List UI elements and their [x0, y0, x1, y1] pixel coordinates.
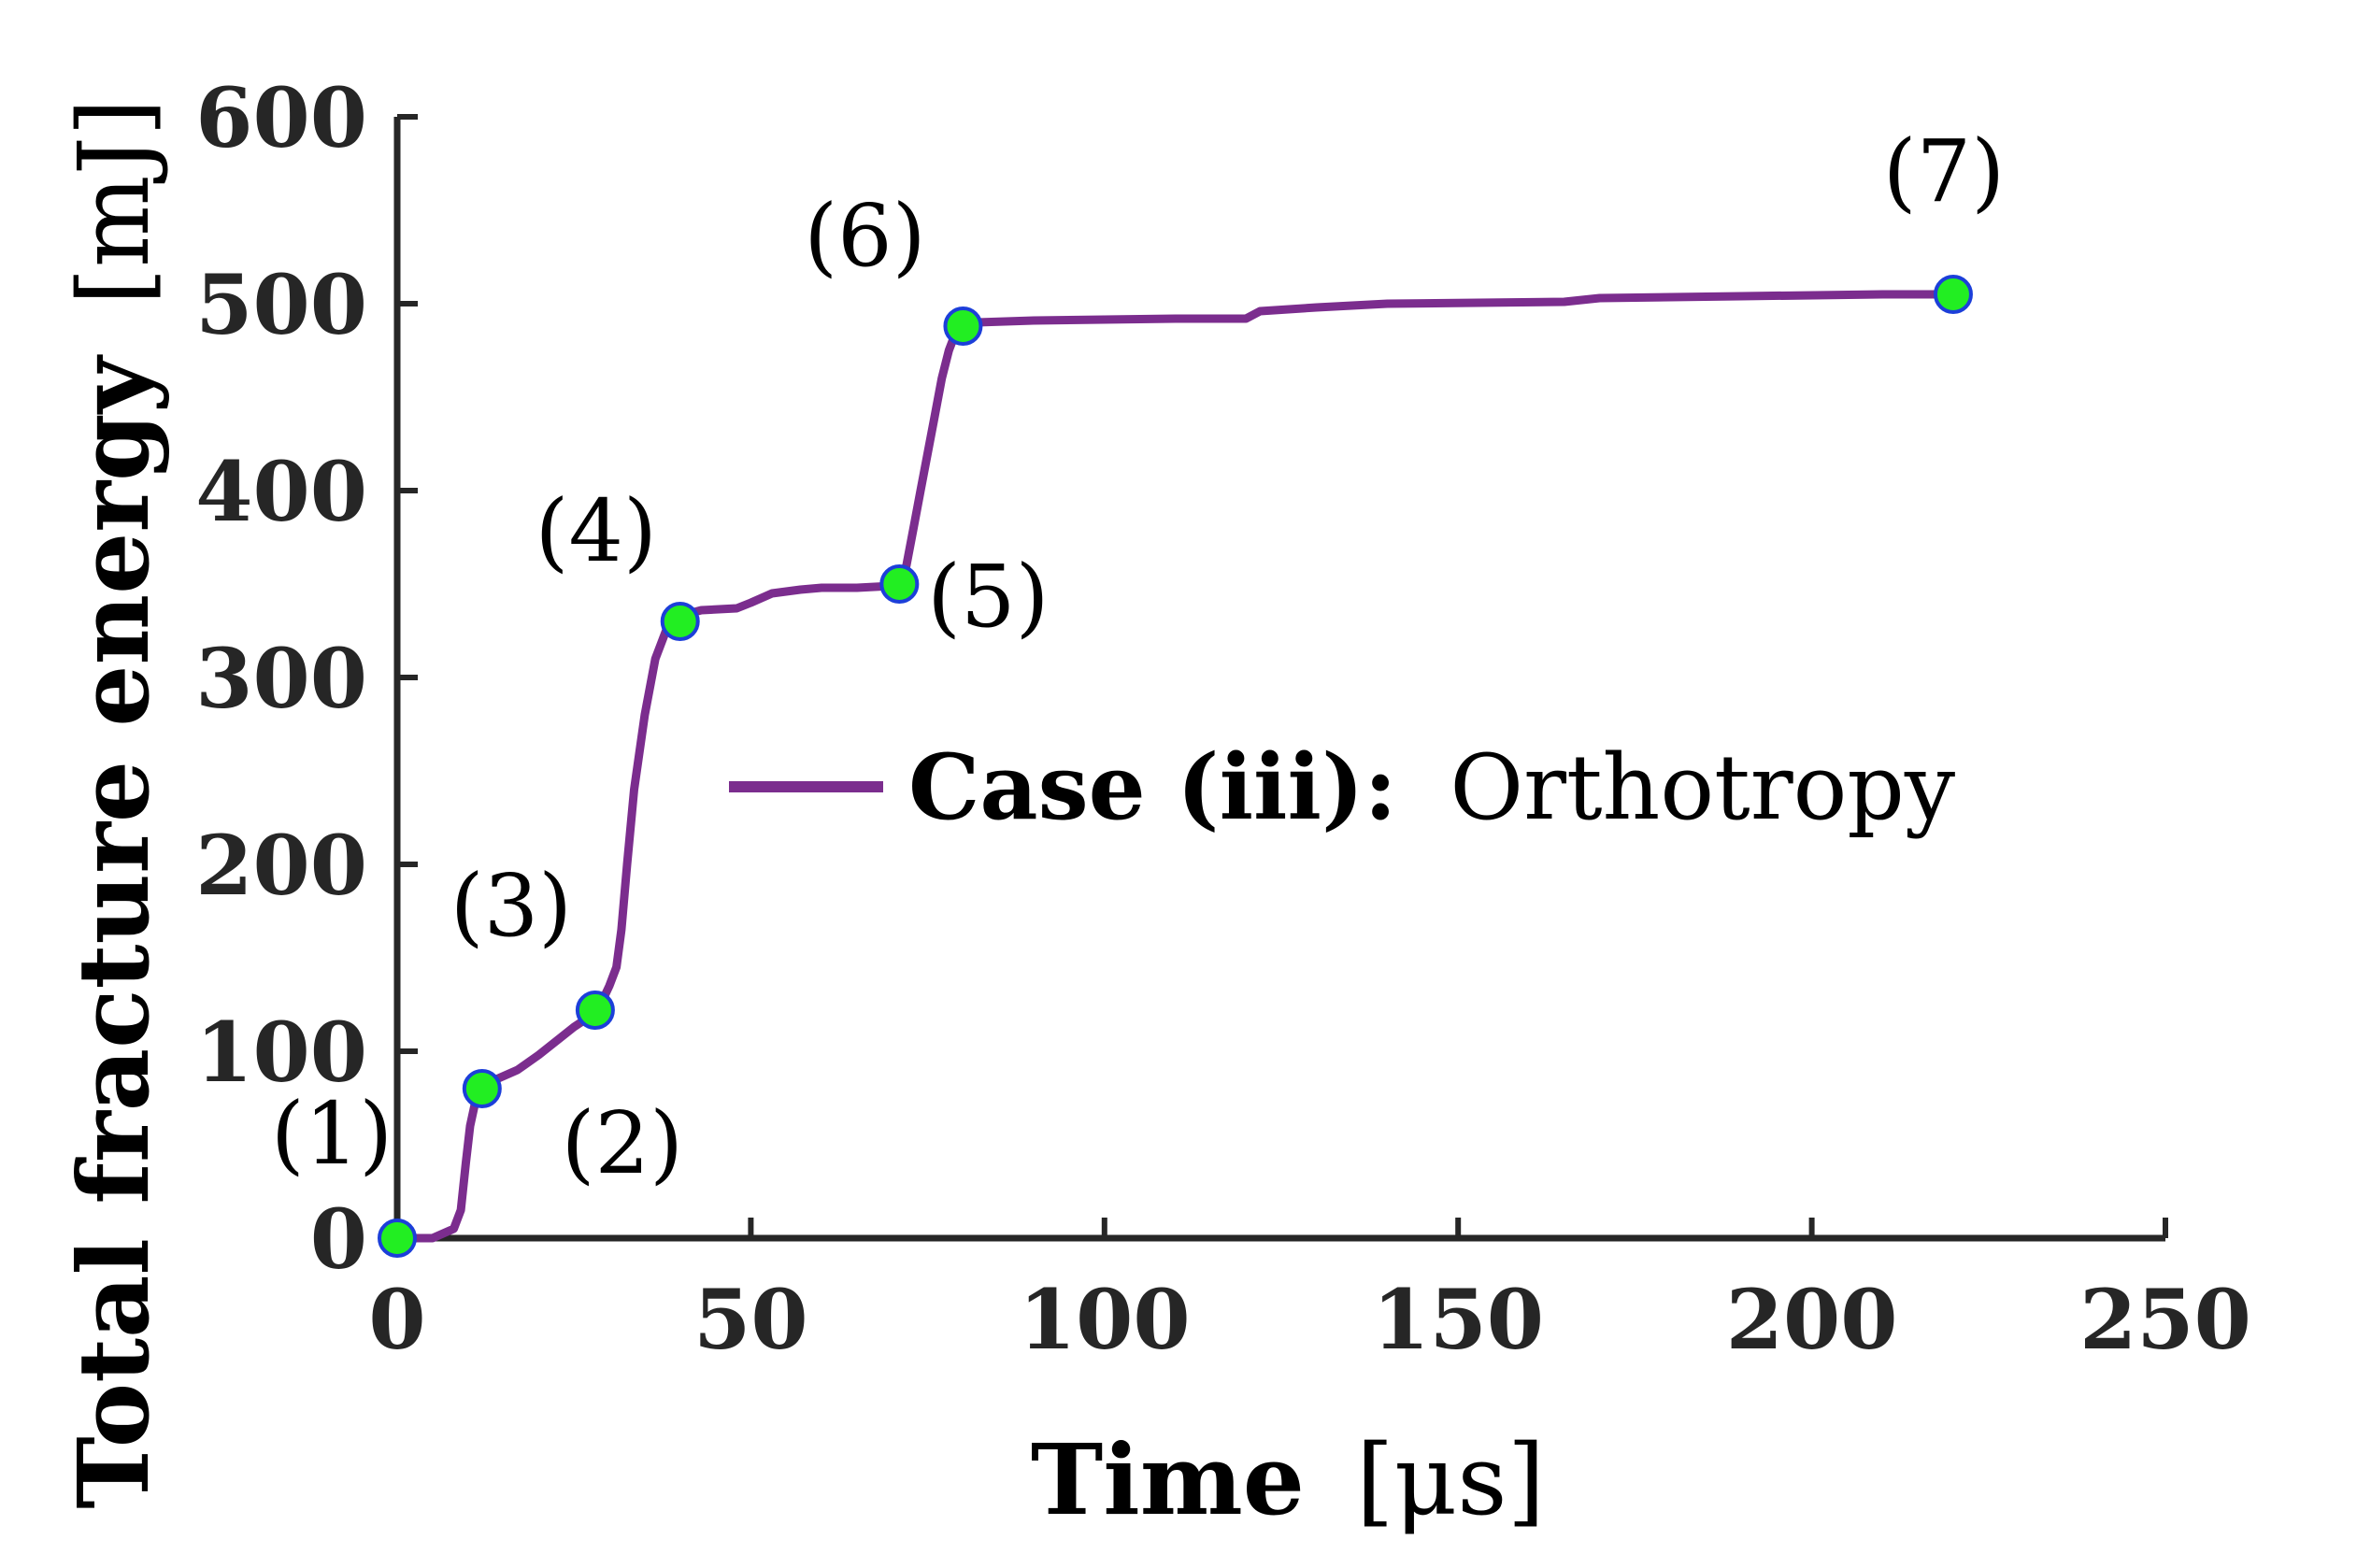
legend-entry-rest: Orthotropy: [1450, 735, 1955, 840]
marker-label-1: (1): [271, 1084, 393, 1184]
marker-point-7: [1933, 275, 1973, 314]
series-group: [393, 290, 1958, 1243]
y-axis-title: Total fracture energy [mJ]: [56, 98, 171, 1508]
y-axis-title-unit: [mJ]: [57, 98, 171, 305]
tick-marks: [394, 114, 2168, 1241]
x-tick-label-100: 100: [1019, 1271, 1191, 1368]
y-tick-label-200: 200: [195, 817, 367, 914]
marker-point-2: [462, 1069, 502, 1108]
x-tick-label-250: 250: [2079, 1271, 2251, 1368]
y-tick-label-100: 100: [195, 1004, 367, 1101]
y-tick-label-0: 0: [310, 1190, 367, 1288]
legend-entry-bold: Case (iii):: [908, 734, 1397, 840]
x-axis-title: Time [μs]: [1031, 1422, 1545, 1537]
series-line-0: [393, 290, 1958, 1243]
legend-entry: Case (iii): Orthotropy: [908, 734, 1955, 840]
x-axis-title-unit: [μs]: [1356, 1423, 1545, 1537]
x-tick-label-150: 150: [1372, 1271, 1544, 1368]
marker-label-3: (3): [450, 856, 572, 956]
y-tick-label-500: 500: [195, 256, 367, 353]
marker-point-1: [378, 1219, 417, 1258]
marker-point-4: [660, 602, 700, 641]
legend: Case (iii): Orthotropy: [729, 734, 1955, 840]
marker-label-7: (7): [1883, 121, 2005, 221]
tick-labels: 0 50 100 150 200 250 0 100 200 300 400 500 600: [195, 69, 2251, 1368]
x-tick-label-0: 0: [368, 1271, 425, 1368]
marker-point-5: [879, 564, 920, 604]
y-tick-label-400: 400: [195, 443, 367, 540]
marker-label-2: (2): [562, 1093, 683, 1193]
y-axis-title-main: Total fracture energy: [56, 354, 171, 1508]
x-tick-label-50: 50: [693, 1271, 807, 1368]
marker-point-6: [943, 306, 983, 346]
marker-label-4: (4): [536, 481, 657, 581]
marker-point-3: [575, 991, 615, 1030]
markers-group: [378, 275, 1973, 1258]
marker-label-6: (6): [804, 186, 925, 286]
marker-label-5: (5): [927, 547, 1049, 647]
y-tick-label-600: 600: [195, 69, 367, 166]
x-axis-title-main: Time: [1031, 1422, 1305, 1537]
x-tick-label-200: 200: [1726, 1271, 1898, 1368]
point-labels: (1) (2) (3) (4) (5) (6) (7): [271, 121, 2005, 1193]
axes: [393, 117, 2165, 1242]
y-tick-label-300: 300: [195, 630, 367, 727]
